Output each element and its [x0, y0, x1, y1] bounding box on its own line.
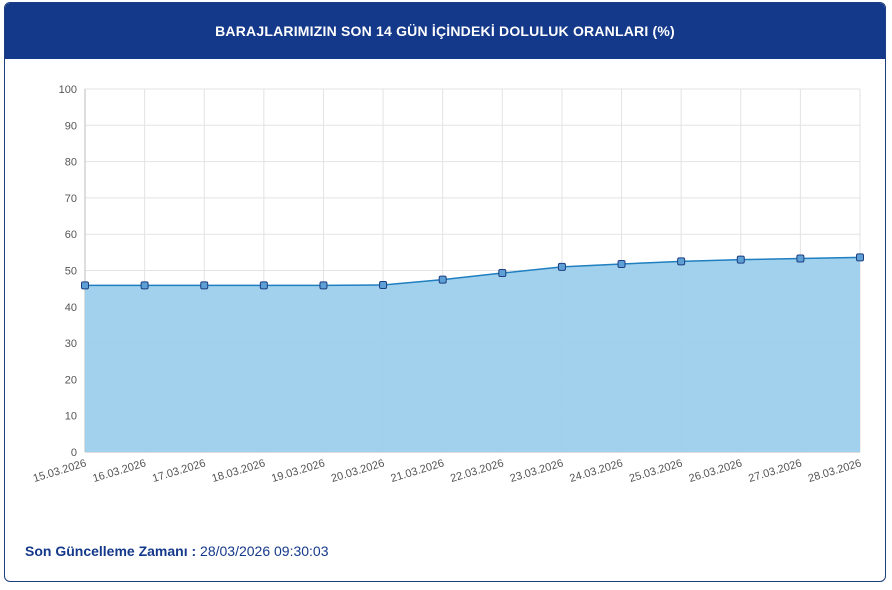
- data-point: [81, 281, 89, 290]
- data-point: [259, 281, 268, 290]
- chart-card: BARAJLARIMIZIN SON 14 GÜN İÇİNDEKİ DOLUL…: [4, 2, 886, 582]
- x-tick-label: 16.03.2026: [91, 457, 147, 485]
- data-point: [438, 275, 447, 284]
- x-tick-label: 20.03.2026: [330, 457, 386, 485]
- x-tick-label: 28.03.2026: [807, 457, 863, 485]
- y-tick-label: 90: [65, 120, 77, 132]
- chart-title: BARAJLARIMIZIN SON 14 GÜN İÇİNDEKİ DOLUL…: [5, 3, 885, 59]
- series-line: [85, 256, 861, 287]
- chart-area: 0 10 20 30 40 50 60 70 80 90 100 15.03.2026 16.03.20…: [5, 59, 885, 509]
- y-tick-label: 70: [65, 193, 77, 205]
- data-point: [379, 281, 388, 290]
- x-tick-label: 15.03.2026: [32, 457, 88, 485]
- x-tick-label: 21.03.2026: [389, 457, 445, 485]
- data-point: [617, 259, 626, 268]
- data-point: [319, 281, 328, 290]
- x-tick-label: 17.03.2026: [151, 457, 207, 485]
- y-tick-label: 100: [59, 84, 77, 96]
- data-point: [140, 281, 149, 290]
- data-point: [200, 281, 209, 290]
- x-tick-label: 18.03.2026: [211, 457, 267, 485]
- y-tick-label: 60: [65, 229, 77, 241]
- x-tick-label: 27.03.2026: [747, 457, 803, 485]
- x-tick-label: 24.03.2026: [568, 457, 624, 485]
- data-point: [856, 253, 864, 262]
- x-tick-label: 19.03.2026: [270, 457, 326, 485]
- data-point: [736, 255, 745, 264]
- area-chart: 0 10 20 30 40 50 60 70 80 90 100 15.03.2026 16.03.20…: [32, 84, 864, 485]
- y-tick-label: 10: [65, 411, 77, 423]
- y-tick-label: 0: [71, 447, 77, 459]
- last-update-value: 28/03/2026 09:30:03: [196, 543, 329, 559]
- last-update: Son Güncelleme Zamanı : 28/03/2026 09:30…: [25, 543, 329, 559]
- x-tick-label: 23.03.2026: [509, 457, 565, 485]
- series-area: [85, 257, 860, 452]
- last-update-label: Son Güncelleme Zamanı :: [25, 543, 197, 559]
- x-tick-label: 22.03.2026: [449, 457, 505, 485]
- data-point: [677, 257, 686, 266]
- x-tick-label: 25.03.2026: [628, 457, 684, 485]
- data-point: [557, 262, 566, 271]
- y-tick-label: 30: [65, 338, 77, 350]
- x-tick-label: 26.03.2026: [687, 457, 743, 485]
- y-tick-label: 20: [65, 374, 77, 386]
- data-point: [498, 269, 507, 278]
- y-tick-label: 50: [65, 266, 77, 278]
- y-tick-label: 80: [65, 157, 77, 169]
- y-tick-label: 40: [65, 302, 77, 314]
- data-point: [796, 254, 805, 263]
